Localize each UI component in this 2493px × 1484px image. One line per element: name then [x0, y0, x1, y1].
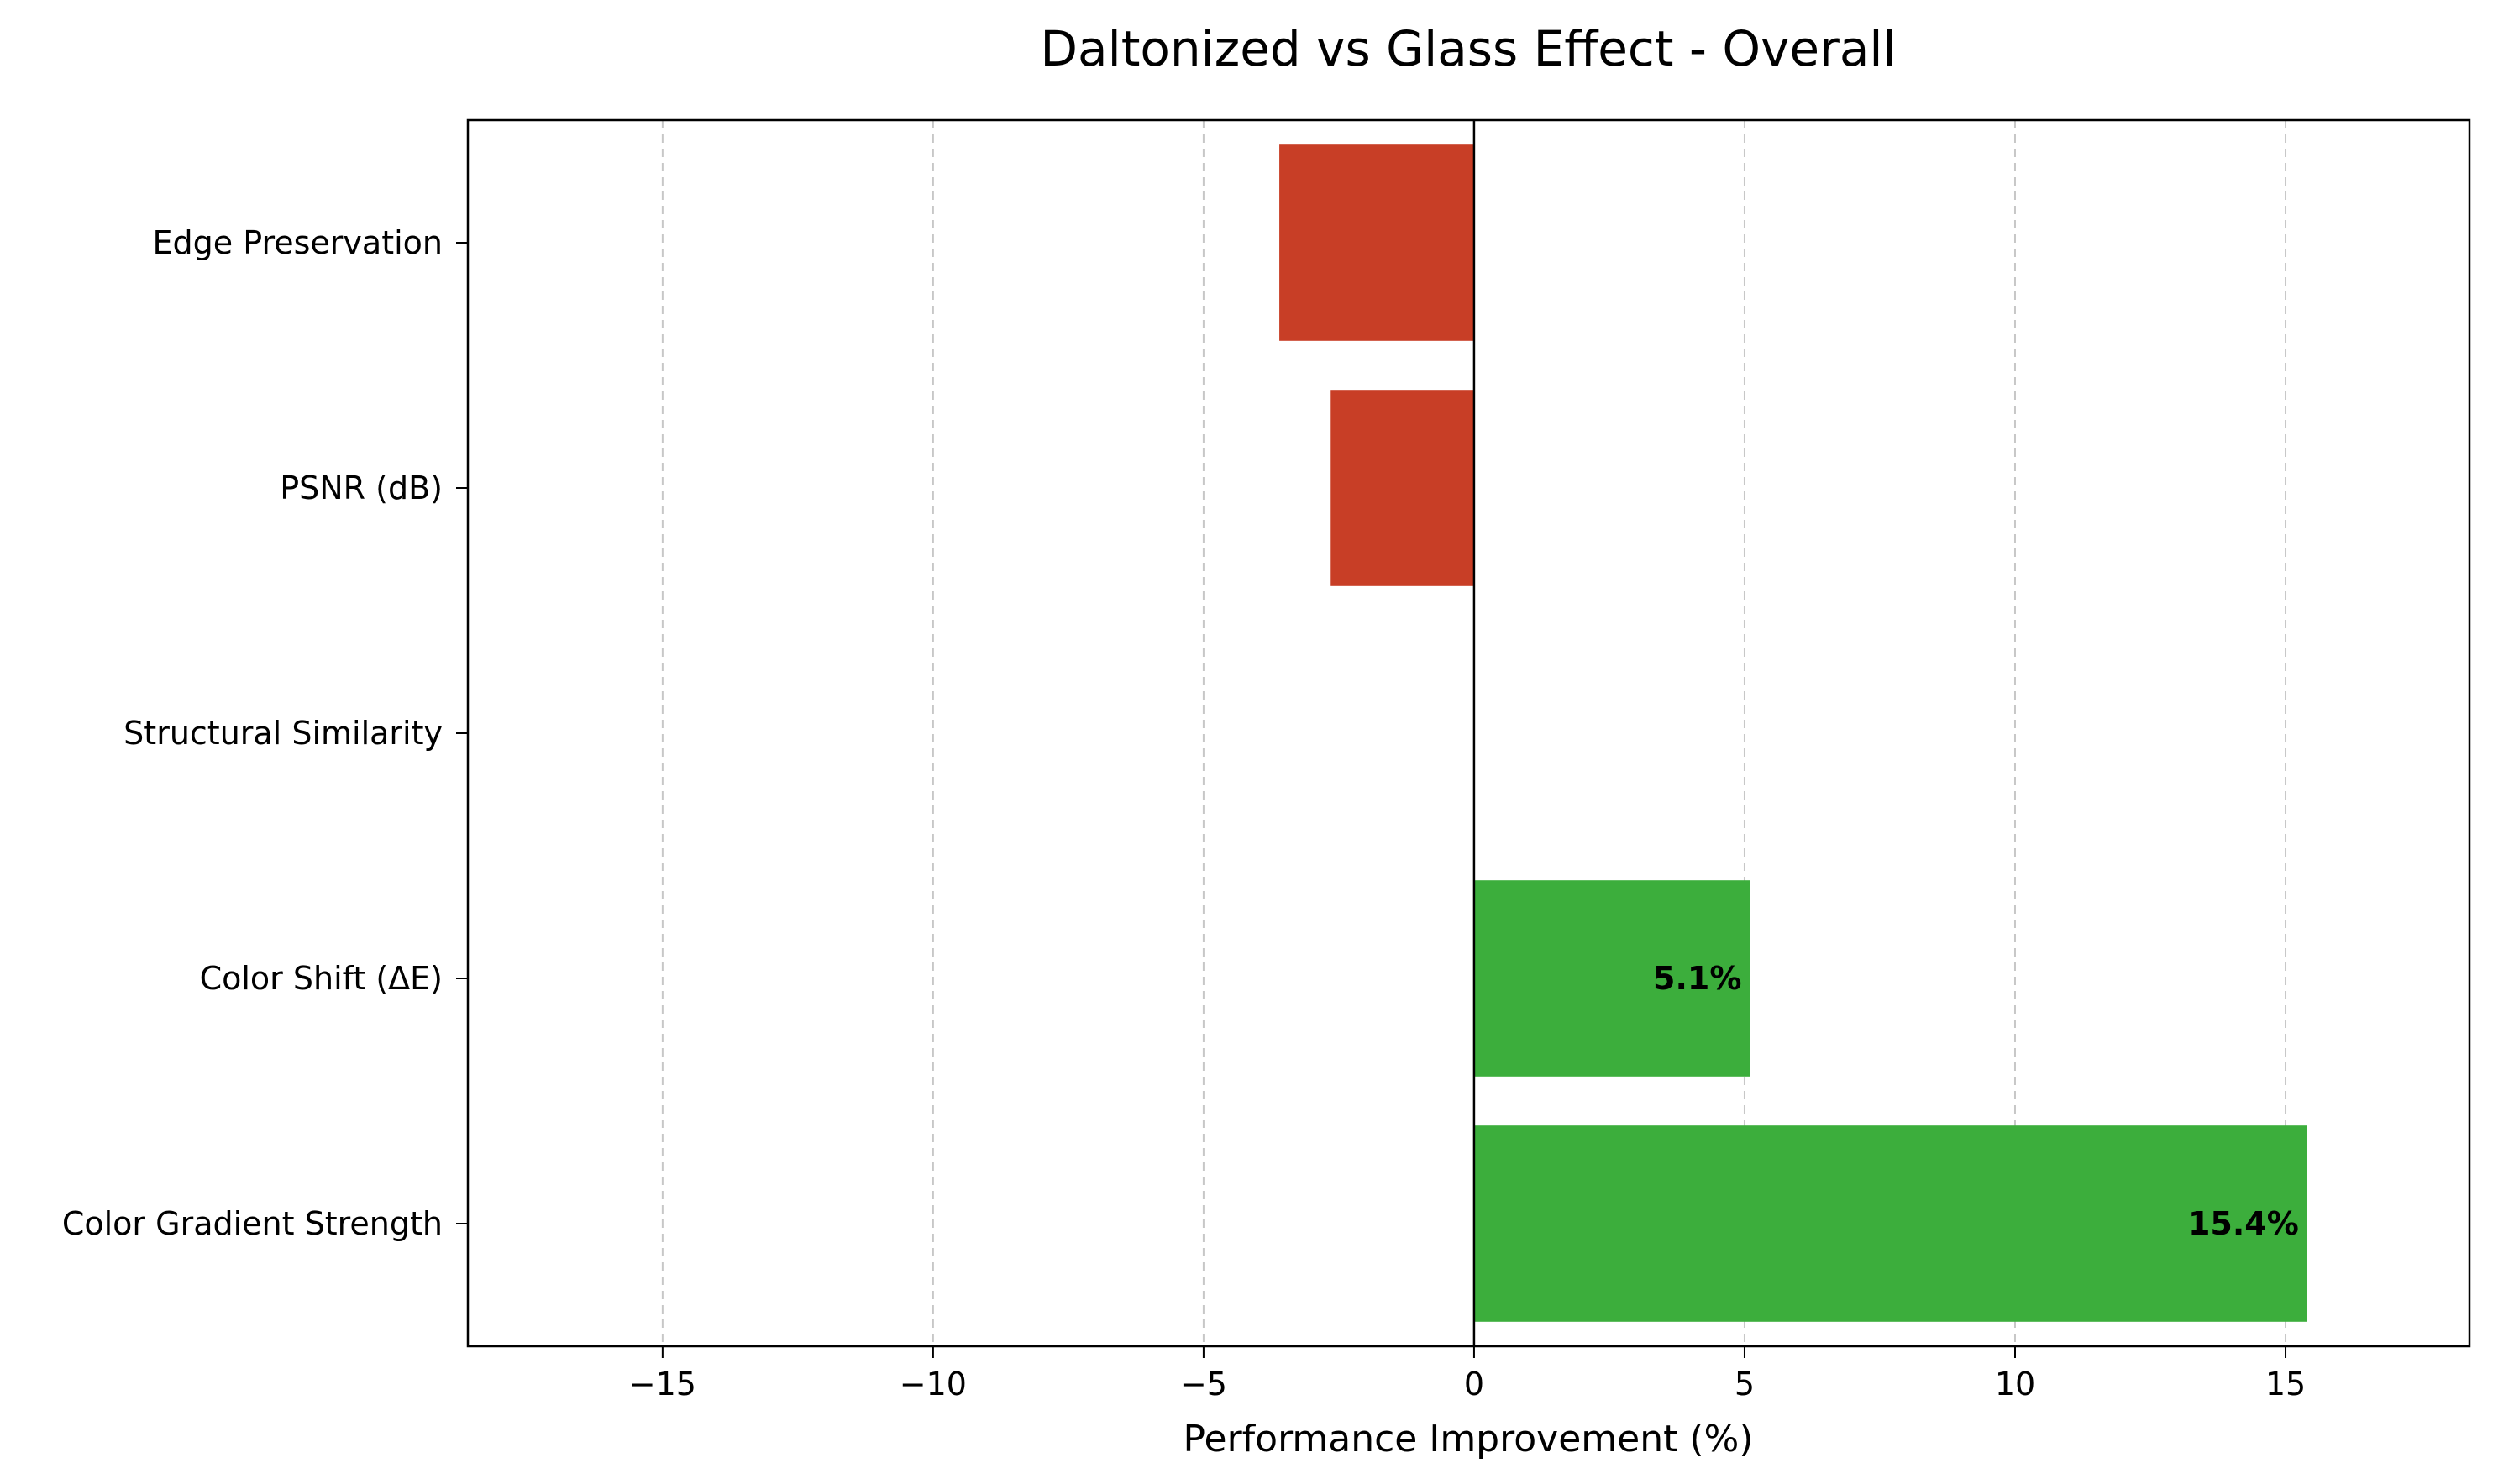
bar-value-label: 5.1%	[1653, 960, 1741, 997]
y-tick-label: PSNR (dB)	[280, 469, 443, 506]
y-tick-label: Edge Preservation	[153, 224, 443, 261]
y-tick-label: Color Shift (ΔE)	[200, 960, 443, 997]
bar	[1279, 144, 1474, 341]
x-tick-label: 15	[2265, 1366, 2306, 1403]
data-labels: 5.1% 15.4%	[1653, 960, 2299, 1242]
x-tick-label: −15	[629, 1366, 696, 1403]
bar	[1330, 390, 1474, 586]
chart-title: Daltonized vs Glass Effect - Overall	[1040, 20, 1896, 77]
y-axis: Edge Preservation PSNR (dB) Structural Sim…	[62, 224, 468, 1242]
bar	[1473, 880, 1750, 1077]
x-tick-label: −5	[1180, 1366, 1227, 1403]
x-axis: −15 −10 −5 0 5 10 15	[629, 1346, 2306, 1403]
y-tick-label: Structural Similarity	[123, 715, 443, 752]
x-tick-label: −10	[900, 1366, 967, 1403]
x-tick-label: 0	[1464, 1366, 1484, 1403]
y-tick-label: Color Gradient Strength	[62, 1205, 443, 1242]
bar	[1473, 1125, 2307, 1322]
x-axis-label: Performance Improvement (%)	[1184, 1418, 1754, 1460]
bar-layer	[1279, 144, 2307, 1322]
x-tick-label: 5	[1735, 1366, 1755, 1403]
x-tick-label: 10	[1995, 1366, 2035, 1403]
bar-value-label: 15.4%	[2188, 1205, 2299, 1242]
